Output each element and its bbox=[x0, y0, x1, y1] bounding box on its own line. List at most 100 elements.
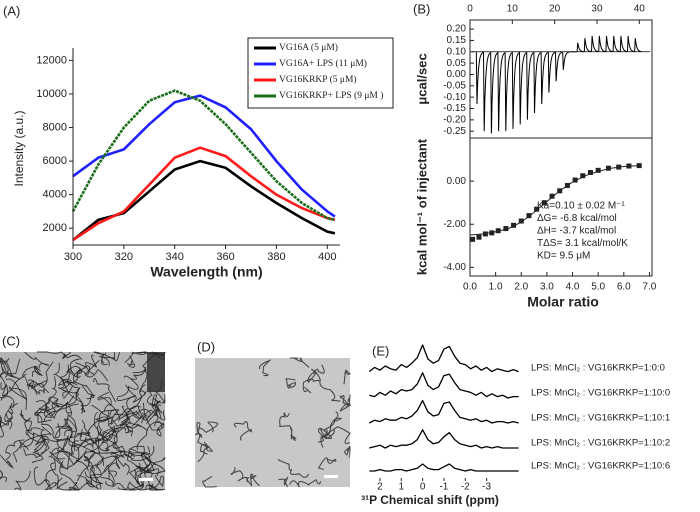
panel-label: (C) bbox=[2, 333, 20, 348]
panel-label: (B) bbox=[413, 1, 430, 16]
x-tick-label: 6.0 bbox=[617, 282, 631, 293]
fiber bbox=[230, 466, 248, 483]
annotation: Ka=0.10 ± 0.02 M⁻¹ bbox=[537, 201, 625, 212]
fiber bbox=[127, 481, 151, 491]
fiber bbox=[62, 386, 81, 398]
fiber bbox=[56, 440, 80, 460]
fiber bbox=[5, 439, 25, 461]
y-tick-label: 0.00 bbox=[447, 176, 467, 187]
fiber bbox=[131, 366, 146, 380]
micrograph bbox=[195, 358, 350, 487]
fiber bbox=[63, 382, 79, 399]
fiber bbox=[112, 384, 146, 422]
x-axis-title: Wavelength (nm) bbox=[150, 264, 262, 280]
x-tick-label: -2 bbox=[461, 482, 470, 493]
fiber bbox=[128, 448, 157, 466]
y-axis-title: μcal/sec bbox=[414, 53, 429, 104]
x-tick-label: -3 bbox=[482, 482, 491, 493]
fiber bbox=[103, 404, 134, 422]
fiber bbox=[84, 359, 109, 382]
data-point bbox=[470, 236, 476, 242]
y-tick-label: -0.05 bbox=[443, 80, 466, 91]
fiber bbox=[151, 394, 159, 421]
fiber bbox=[43, 402, 68, 422]
fiber bbox=[93, 377, 117, 403]
injection-peak bbox=[533, 51, 541, 114]
spectrum-label: LPS: MnCl₂ : VG16KRKP=1:10:0 bbox=[531, 388, 670, 399]
injection-peak bbox=[511, 51, 520, 129]
fiber bbox=[34, 408, 52, 424]
spectrum bbox=[369, 372, 519, 399]
y-tick-label: 4000 bbox=[43, 189, 67, 201]
injection-peak bbox=[576, 42, 584, 53]
fiber bbox=[14, 470, 31, 491]
fiber bbox=[99, 427, 127, 442]
data-point bbox=[534, 206, 540, 212]
x-tick-label: 0 bbox=[420, 482, 426, 493]
fiber bbox=[149, 475, 164, 490]
data-line bbox=[72, 94, 336, 218]
fiber bbox=[34, 413, 67, 441]
injection-peak bbox=[605, 35, 613, 53]
y-tick-label: 2000 bbox=[43, 222, 67, 234]
fiber bbox=[44, 456, 56, 491]
fiber bbox=[21, 432, 50, 454]
fiber bbox=[24, 351, 50, 369]
fiber bbox=[34, 383, 49, 396]
fiber bbox=[278, 476, 289, 488]
data-point bbox=[526, 213, 532, 219]
fiber bbox=[96, 455, 118, 469]
frame bbox=[469, 19, 653, 139]
injection-peak bbox=[497, 51, 506, 132]
fiber bbox=[344, 445, 351, 459]
legend-label: VG16KRKP+ LPS (9 μM ) bbox=[279, 90, 383, 101]
fiber bbox=[79, 429, 101, 455]
injection-peak bbox=[519, 51, 527, 125]
fiber bbox=[52, 399, 73, 414]
fiber bbox=[302, 378, 321, 394]
fiber bbox=[0, 470, 7, 483]
injection-peak bbox=[475, 51, 484, 105]
data-point bbox=[518, 218, 524, 224]
fiber bbox=[203, 441, 214, 455]
fiber bbox=[44, 376, 57, 408]
data-point bbox=[476, 234, 482, 240]
spectrum-label: LPS: MnCl₂ : VG16KRKP=1:10:2 bbox=[531, 438, 670, 449]
fiber bbox=[289, 426, 297, 442]
injection-peak bbox=[598, 35, 606, 53]
fiber bbox=[194, 433, 208, 463]
y-tick-label: 0.20 bbox=[447, 24, 467, 35]
scale-bar bbox=[139, 478, 153, 481]
y-tick-label: -0.25 bbox=[443, 126, 466, 137]
x-tick-label: 320 bbox=[115, 251, 133, 263]
fiber bbox=[150, 400, 163, 414]
fiber bbox=[145, 456, 166, 477]
fiber bbox=[120, 445, 145, 456]
fiber bbox=[93, 351, 106, 364]
fiber bbox=[68, 431, 94, 447]
data-point bbox=[541, 200, 547, 206]
injection-peak bbox=[591, 35, 599, 53]
spectrum bbox=[369, 463, 519, 472]
fiber bbox=[51, 447, 78, 460]
x-tick-label: 360 bbox=[216, 251, 234, 263]
fiber bbox=[325, 426, 351, 444]
fiber bbox=[57, 369, 81, 386]
injection-peak bbox=[612, 35, 620, 53]
fiber bbox=[317, 457, 337, 471]
data-line bbox=[72, 159, 336, 242]
x-tick-label: 340 bbox=[166, 251, 184, 263]
x-tick-label: 1.0 bbox=[489, 282, 503, 293]
fiber bbox=[144, 456, 166, 474]
x-tick-label: 2 bbox=[377, 482, 383, 493]
fiber bbox=[83, 450, 95, 472]
fiber bbox=[4, 402, 18, 430]
fiber bbox=[6, 402, 14, 422]
fiber bbox=[125, 384, 141, 420]
fiber bbox=[120, 408, 151, 424]
annotation: ΔH= -3.7 kcal/mol bbox=[537, 226, 616, 237]
fiber bbox=[76, 474, 96, 488]
fiber bbox=[97, 416, 114, 431]
spectrum-label: LPS: MnCl₂ : VG16KRKP=1:10:1 bbox=[531, 413, 670, 424]
